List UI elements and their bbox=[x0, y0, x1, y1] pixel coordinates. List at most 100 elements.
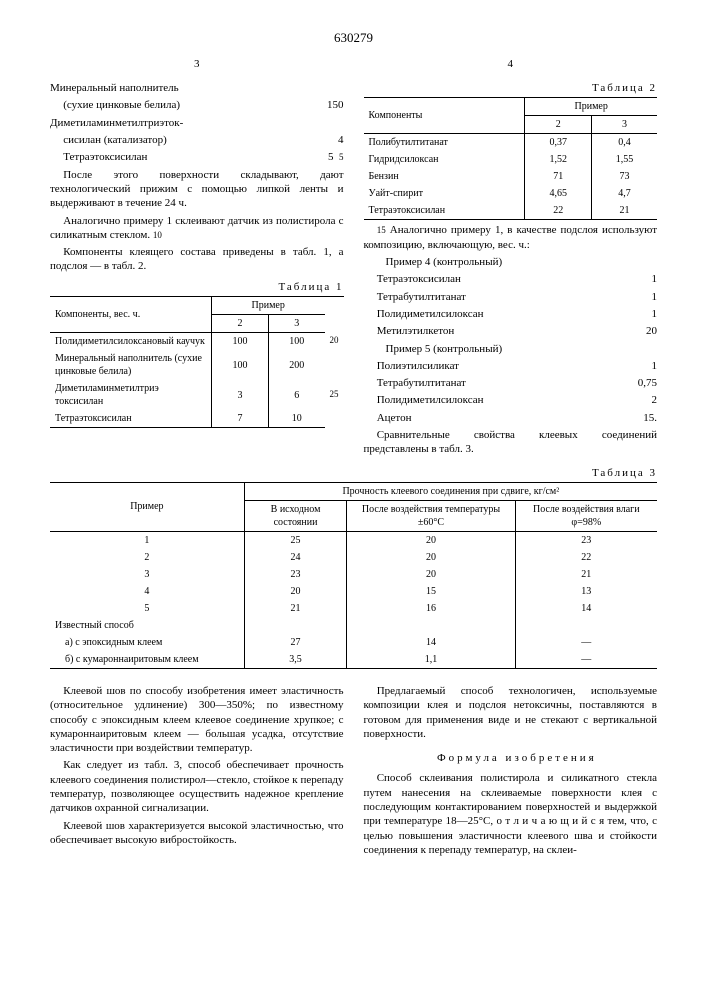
table-cell: 200 bbox=[269, 350, 325, 380]
table-cell: Тетраэтоксисилан bbox=[50, 410, 211, 428]
table2-label: Таблица 2 bbox=[364, 81, 658, 95]
table-cell: 5 bbox=[50, 600, 244, 617]
table-cell: 3,5 bbox=[244, 651, 347, 669]
ingredient-note: (сухие цинковые белила) bbox=[63, 98, 180, 112]
table-cell: Диметиламинметилтриэ токсисилан bbox=[50, 380, 211, 410]
table-cell: Гидридсилоксан bbox=[364, 151, 525, 168]
table-cell: 0,4 bbox=[592, 134, 657, 152]
ingredient-note: Метилэтилкетон bbox=[377, 324, 455, 338]
ingredient-line: Минеральный наполнитель bbox=[50, 81, 344, 95]
table-cell: 21 bbox=[244, 600, 347, 617]
table-cell: 0,37 bbox=[525, 134, 592, 152]
table-cell: Полибутилтитанат bbox=[364, 134, 525, 152]
ingredient-value: 2 bbox=[652, 393, 658, 407]
table-cell: 1,55 bbox=[592, 151, 657, 168]
ingredient-line: Полиэтилсиликат1 bbox=[364, 359, 658, 373]
table-cell: 25 bbox=[244, 531, 347, 549]
table-cell: 1,1 bbox=[347, 651, 515, 669]
table-cell: 3 bbox=[50, 566, 244, 583]
ingredient-line: Ацетон15. bbox=[364, 411, 658, 425]
body-text: Клеевой шов по способу изобретения имеет… bbox=[50, 685, 344, 754]
table-cell: 4,65 bbox=[525, 185, 592, 202]
table-cell: — bbox=[515, 634, 657, 651]
table-cell: 20 bbox=[347, 549, 515, 566]
table-cell: Уайт-спирит bbox=[364, 185, 525, 202]
table-cell: — bbox=[515, 651, 657, 669]
table-cell: 27 bbox=[244, 634, 347, 651]
table-cell: 6 bbox=[269, 380, 325, 410]
col-left-num: 3 bbox=[50, 57, 344, 71]
table1-header: 2 bbox=[211, 315, 268, 333]
table-cell: 24 bbox=[244, 549, 347, 566]
table-cell: 4 bbox=[50, 583, 244, 600]
table-cell: 21 bbox=[515, 566, 657, 583]
ingredient-line: Полидиметилсилоксан 1 bbox=[364, 307, 658, 321]
col-right-num: 4 bbox=[364, 57, 658, 71]
table-cell: 100 bbox=[211, 350, 268, 380]
table-cell: Тетраэтоксисилан bbox=[364, 202, 525, 220]
table-cell: 20 bbox=[347, 531, 515, 549]
doc-number: 630279 bbox=[50, 30, 657, 47]
table-cell: а) с эпоксидным клеем bbox=[50, 634, 244, 651]
table3-header: Прочность клеевого соединения при сдвиге… bbox=[244, 482, 657, 500]
table-cell: 1 bbox=[50, 531, 244, 549]
table-cell: 16 bbox=[347, 600, 515, 617]
ingredient-value: 15. bbox=[643, 411, 657, 425]
table2-header: Пример bbox=[525, 98, 657, 116]
table-cell: 22 bbox=[515, 549, 657, 566]
table-cell: 100 bbox=[211, 333, 268, 351]
table3-header: После воздействия влаги φ=98% bbox=[515, 500, 657, 531]
table2-header: 2 bbox=[525, 116, 592, 134]
table-cell: 71 bbox=[525, 168, 592, 185]
table-cell: 14 bbox=[347, 634, 515, 651]
body-text: Способ склеивания полистирола и силикатн… bbox=[364, 771, 658, 857]
ingredient-line: Полидиметилсилоксан 2 bbox=[364, 393, 658, 407]
ingredient-value: 150 bbox=[327, 98, 344, 112]
table3: Пример Прочность клеевого соединения при… bbox=[50, 482, 657, 669]
table-cell: 73 bbox=[592, 168, 657, 185]
table-cell: Известный способ bbox=[50, 617, 244, 634]
body-text: После этого поверхности складывают, дают… bbox=[50, 168, 344, 211]
table-cell: 13 bbox=[515, 583, 657, 600]
table1: Компоненты, вес. ч. Пример 2 3 Полидимет… bbox=[50, 296, 344, 428]
ingredient-note: Полидиметилсилоксан bbox=[377, 393, 484, 407]
ingredient-value: 1 bbox=[652, 272, 658, 286]
table3-header: В исходном состоянии bbox=[244, 500, 347, 531]
table-cell: Минеральный наполнитель (сухие цинковые … bbox=[50, 350, 211, 380]
table2: Компоненты Пример 2 3 Полибутилтитанат0,… bbox=[364, 97, 658, 220]
ingredient-note: сисилан (катализатор) bbox=[63, 133, 167, 147]
ingredient-value: 5 bbox=[328, 151, 334, 163]
table-cell: 22 bbox=[525, 202, 592, 220]
ingredient-value: 1 bbox=[652, 290, 658, 304]
ingredient-note: Тетрабутилтитанат bbox=[377, 290, 466, 304]
ingredient-line: Тетраэтоксисилан 1 bbox=[364, 272, 658, 286]
ingredient-note: Тетраэтоксисилан bbox=[377, 272, 461, 286]
table-cell: 20 bbox=[347, 566, 515, 583]
table-cell: 3 bbox=[211, 380, 268, 410]
line-number: 10 bbox=[153, 230, 162, 240]
table-cell: 100 bbox=[269, 333, 325, 351]
ingredient-note: Полидиметилсилоксан bbox=[377, 307, 484, 321]
body-text: Предлагаемый способ технологичен, исполь… bbox=[364, 684, 658, 741]
table-cell: 14 bbox=[515, 600, 657, 617]
table-cell: 23 bbox=[515, 531, 657, 549]
example-label: Пример 4 (контрольный) bbox=[364, 255, 658, 269]
ingredient-line: Тетраэтоксисилан 5 5 bbox=[50, 150, 344, 164]
table-cell: 21 bbox=[592, 202, 657, 220]
ingredient-value: 20 bbox=[646, 324, 657, 338]
ingredient-line: Тетрабутилтитанат0,75 bbox=[364, 376, 658, 390]
ingredient-line: сисилан (катализатор) 4 bbox=[50, 133, 344, 147]
ingredient-value: 1 bbox=[652, 359, 658, 373]
ingredient-value: 1 bbox=[652, 307, 658, 321]
ingredient-value: 0,75 bbox=[638, 376, 657, 390]
body-text: Аналогично примеру 1 склеивают датчик из… bbox=[50, 214, 344, 243]
table-cell: 15 bbox=[347, 583, 515, 600]
table-cell: Бензин bbox=[364, 168, 525, 185]
ingredient-line: Тетрабутилтитанат 1 bbox=[364, 290, 658, 304]
formula-title: Формула изобретения bbox=[364, 751, 658, 765]
body-text: 15 Аналогично примеру 1, в качестве подс… bbox=[364, 223, 658, 252]
table2-header: Компоненты bbox=[364, 98, 525, 134]
body-text: Аналогично примеру 1 склеивают датчик из… bbox=[50, 215, 344, 241]
body-text: Компоненты клеящего состава приведены в … bbox=[50, 245, 344, 274]
ingredient-line: Метилэтилкетон 20 bbox=[364, 324, 658, 338]
